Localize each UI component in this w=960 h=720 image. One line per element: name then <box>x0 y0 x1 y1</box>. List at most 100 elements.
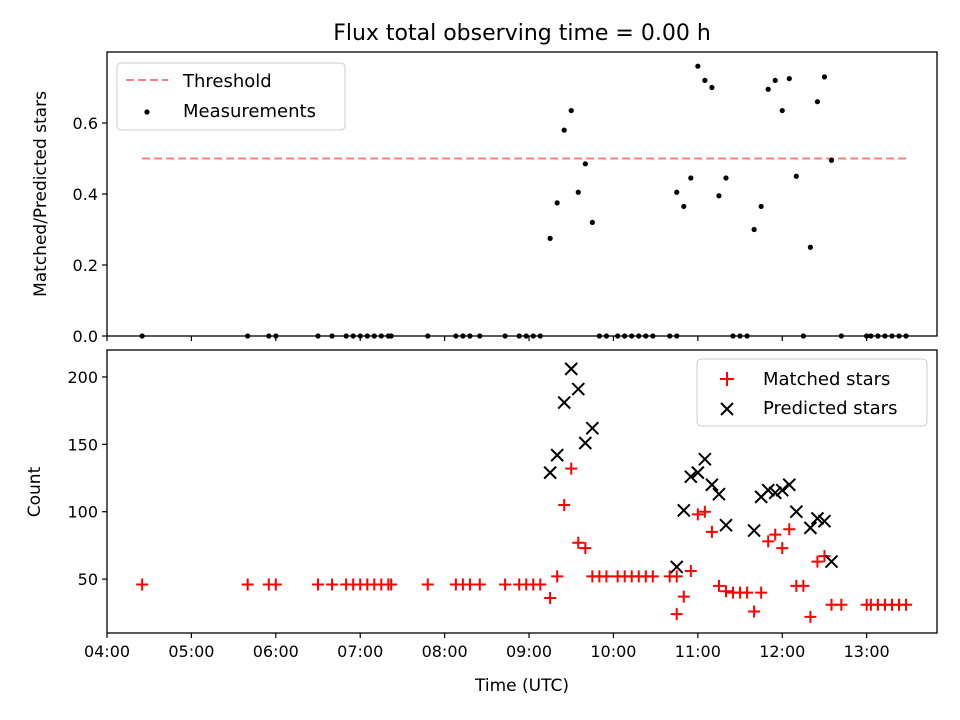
measurement-point <box>737 333 743 339</box>
matched-star-point <box>241 578 254 591</box>
measurement-point <box>875 333 881 339</box>
matched-star-point <box>670 570 683 583</box>
measurement-point <box>315 333 321 339</box>
measurement-point <box>453 333 459 339</box>
top-y-axis-label: Matched/Predicted stars <box>31 91 51 297</box>
matched-star-point <box>473 578 486 591</box>
measurement-point <box>460 333 466 339</box>
measurement-point <box>772 77 778 83</box>
measurement-point <box>786 76 792 82</box>
measurement-point <box>364 333 370 339</box>
x-tick-label: 07:00 <box>337 642 383 661</box>
measurement-point <box>828 157 835 163</box>
predicted-star-point <box>585 421 600 435</box>
measurement-point <box>723 175 729 181</box>
measurement-point <box>139 333 145 339</box>
measurement-point <box>667 333 673 339</box>
measurement-point <box>838 333 844 339</box>
matched-star-point <box>646 570 659 583</box>
matched-star-point <box>698 505 711 518</box>
measurement-point <box>530 333 536 339</box>
measurement-point <box>371 333 377 339</box>
predicted-star-point <box>789 505 804 519</box>
matched-star-point <box>572 536 585 549</box>
matched-star-point <box>691 508 704 521</box>
matched-star-point <box>677 590 690 603</box>
x-tick-label: 08:00 <box>422 642 468 661</box>
bottom-legend-box <box>696 358 928 427</box>
predicted-star-point <box>550 448 564 462</box>
matched-star-point <box>835 598 848 611</box>
x-tick-label: 12:00 <box>759 642 805 661</box>
top-x-axis-ticks <box>106 336 868 341</box>
y-tick-label: 0.4 <box>73 185 98 204</box>
measurement-point <box>596 333 602 339</box>
x-tick-label: 06:00 <box>253 642 299 661</box>
predicted-star-point <box>810 511 825 526</box>
bottom-plot-frame <box>106 349 938 634</box>
matched-star-point <box>804 610 817 623</box>
measurement-point <box>266 333 272 339</box>
x-tick-label: 09:00 <box>506 642 552 661</box>
measurement-point <box>636 333 642 339</box>
measurement-point <box>814 99 821 105</box>
predicted-star-point <box>712 487 726 501</box>
matched-star-point <box>534 578 547 591</box>
measurement-point <box>765 86 771 92</box>
measurement-point <box>378 333 384 339</box>
measurement-point <box>709 84 715 91</box>
x-tick-label: 10:00 <box>590 642 636 661</box>
legend-matched-swatch <box>720 372 734 386</box>
measurement-point <box>903 333 909 339</box>
measurement-point <box>643 333 649 339</box>
measurement-point <box>882 333 888 339</box>
measurement-point <box>547 235 553 241</box>
measurement-point <box>868 333 874 339</box>
measurement-point <box>800 333 806 339</box>
matched-star-point <box>136 578 149 591</box>
matched-star-point <box>705 525 718 538</box>
x-tick-label: 04:00 <box>84 642 130 661</box>
predicted-star-point <box>684 469 698 484</box>
measurement-point <box>889 333 895 339</box>
measurement-point <box>807 244 813 250</box>
measurement-point <box>350 333 356 339</box>
matched-star-point <box>385 578 398 591</box>
top-legend-box <box>116 62 346 131</box>
matched-star-point <box>797 579 810 592</box>
measurement-point <box>779 107 785 114</box>
predicted-star-point <box>705 478 719 492</box>
matched-star-point <box>762 535 775 548</box>
measurement-point <box>695 63 701 69</box>
y-tick-label: 150 <box>67 435 98 454</box>
x-tick-label: 13:00 <box>844 642 890 661</box>
measurement-point <box>702 77 708 83</box>
matched-star-point <box>670 608 683 621</box>
matched-star-point <box>900 598 913 611</box>
measurement-point <box>537 333 543 339</box>
bottom-plot-marks <box>136 362 913 623</box>
measurement-point <box>744 333 750 339</box>
measurement-point <box>388 333 394 339</box>
bottom-panel: 50 100 150 200 04:00 05:00 06:00 07:00 08:00 09:… <box>25 349 938 696</box>
matched-star-point <box>769 528 782 541</box>
bottom-y-axis-label: Count <box>25 466 45 517</box>
x-tick-label: 05:00 <box>168 642 214 661</box>
matched-star-point <box>558 498 571 511</box>
top-y-axis-ticks: 0.0 0.2 0.4 0.6 <box>73 114 107 346</box>
predicted-star-point <box>803 521 818 535</box>
predicted-star-point <box>543 465 557 480</box>
measurement-point <box>516 333 522 339</box>
measurement-point <box>561 127 567 133</box>
matched-star-point <box>719 585 732 598</box>
measurement-point <box>329 333 335 339</box>
predicted-star-point <box>719 518 733 532</box>
measurement-point <box>793 173 799 179</box>
measurement-point <box>603 333 610 339</box>
matched-star-point <box>579 542 592 555</box>
measurement-point <box>575 189 581 195</box>
x-tick-label: 11:00 <box>675 642 721 661</box>
predicted-star-point <box>557 395 571 410</box>
matched-star-point <box>421 578 434 591</box>
measurement-point <box>629 333 635 339</box>
